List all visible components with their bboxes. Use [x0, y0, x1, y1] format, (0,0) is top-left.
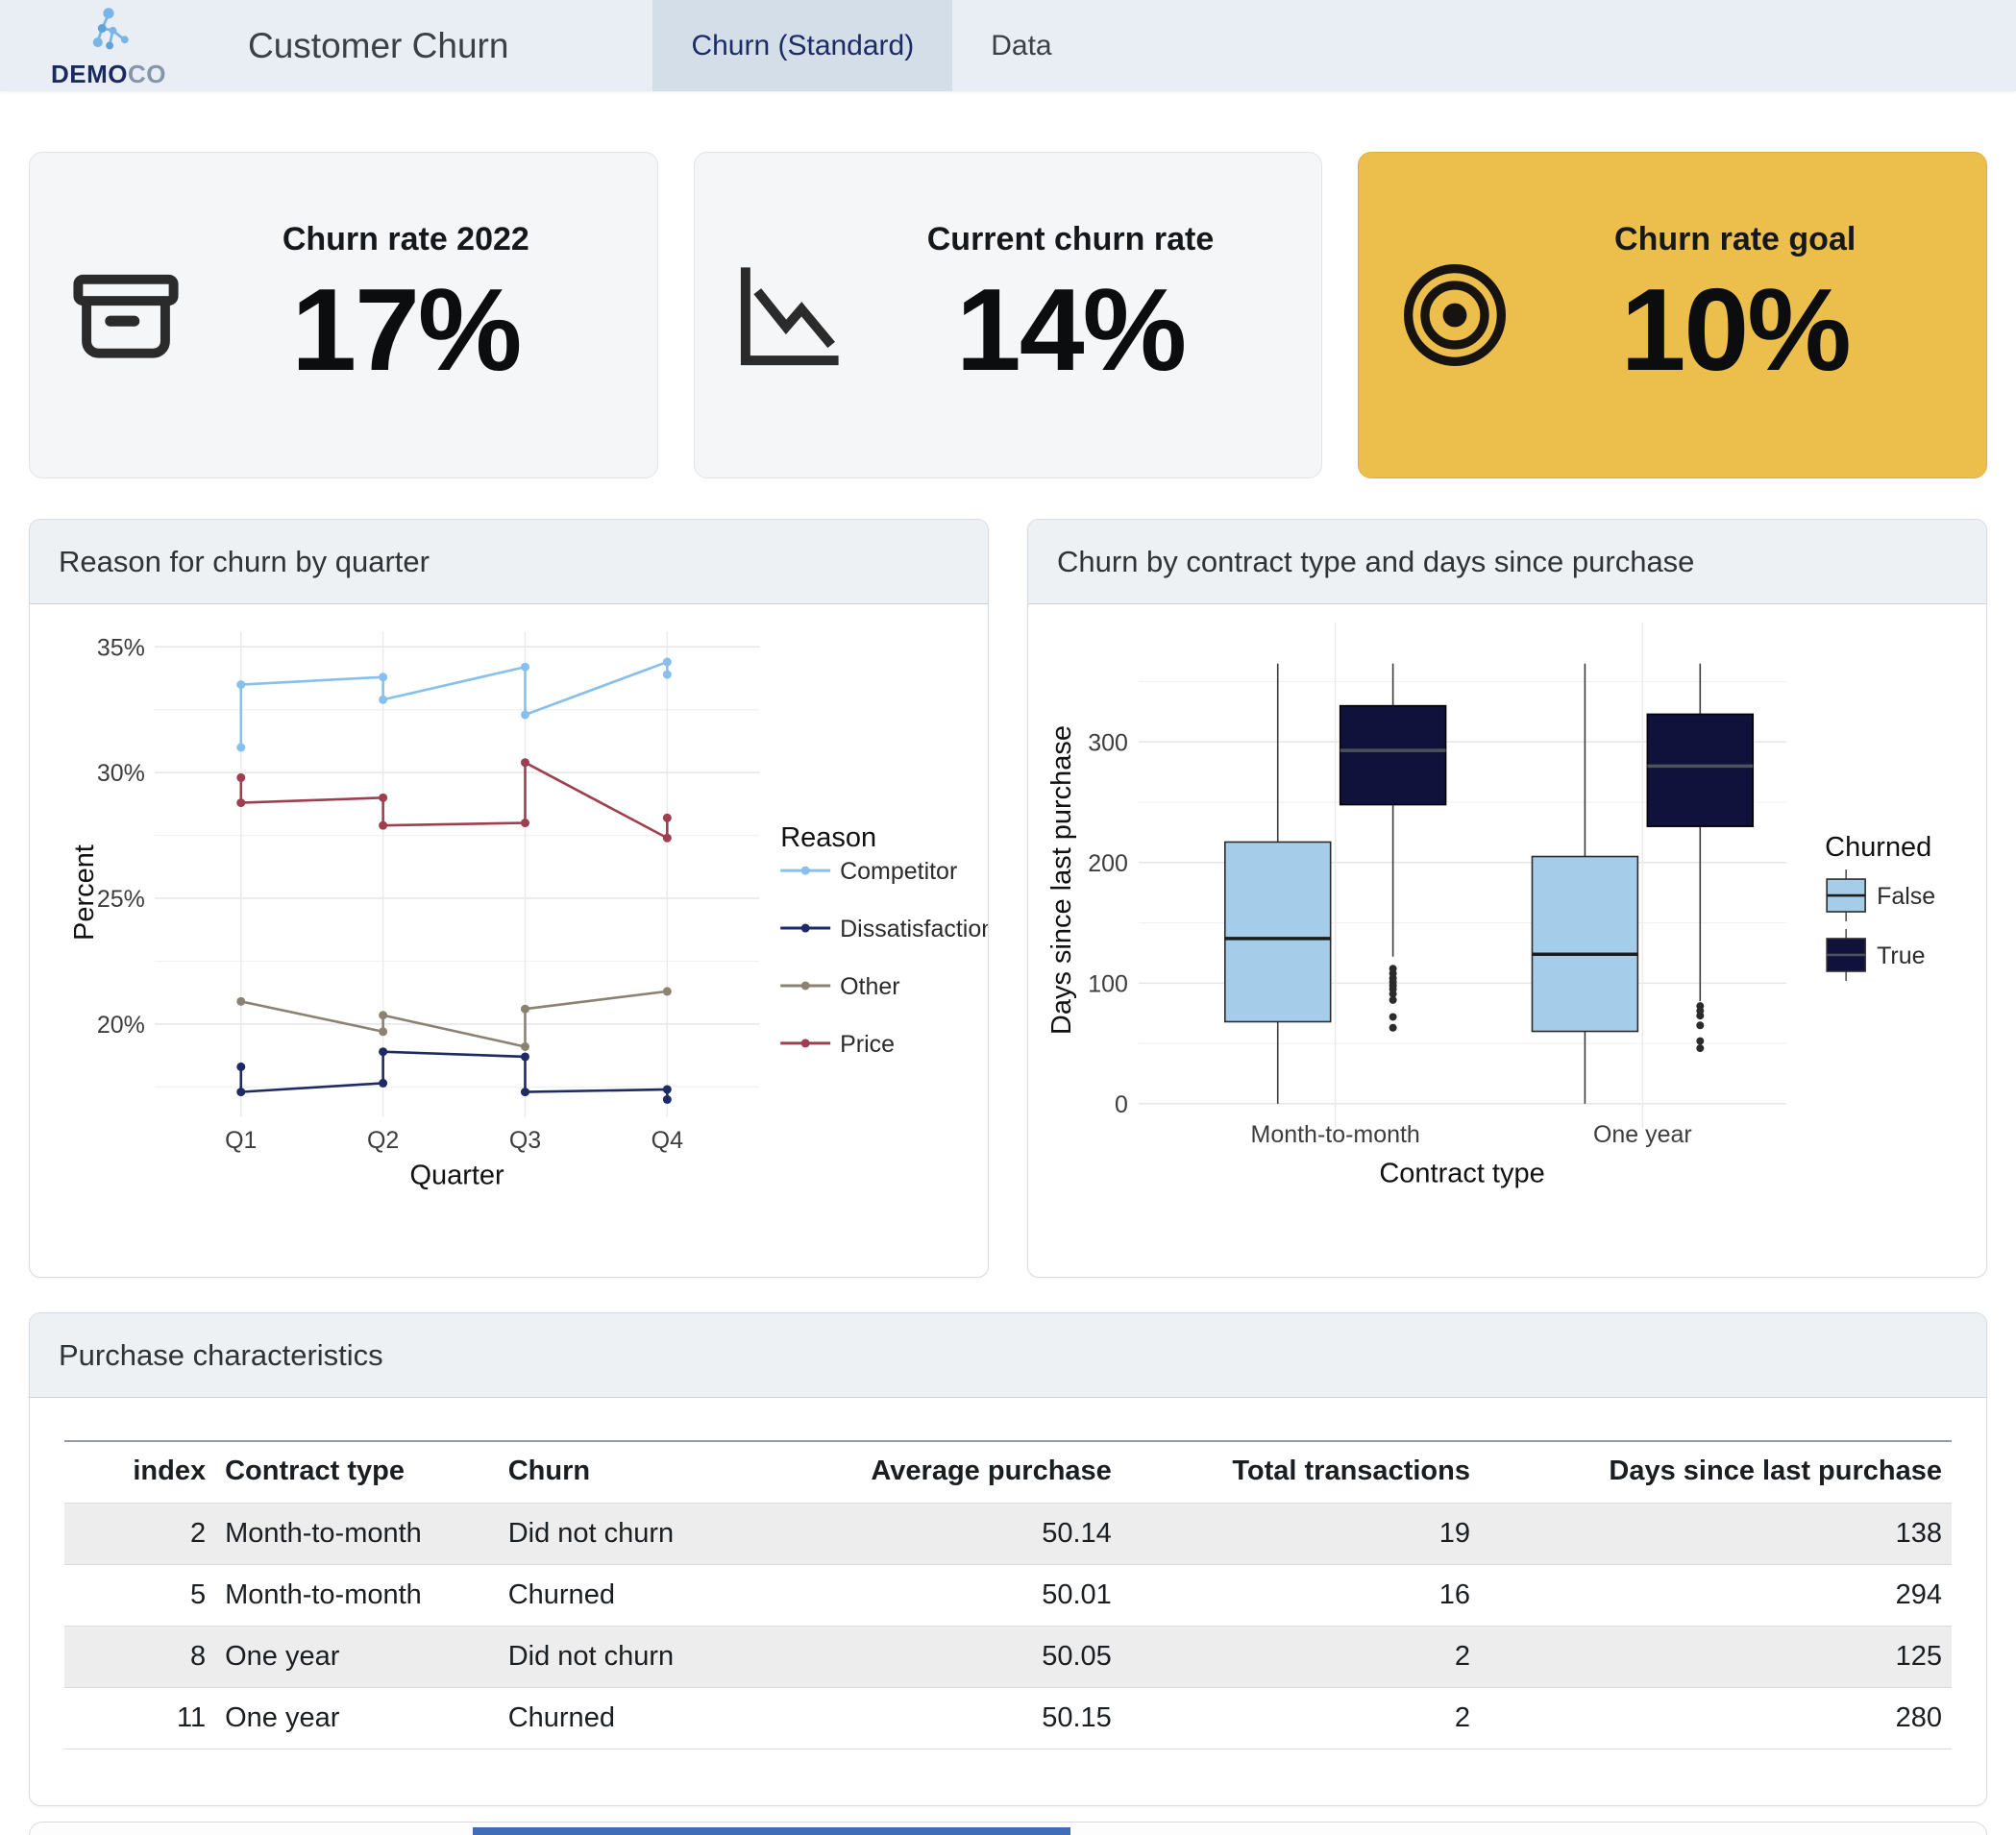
table-cell: 138 [1895, 1518, 1942, 1549]
table-cell: 2 [1454, 1641, 1470, 1672]
svg-text:300: 300 [1088, 729, 1128, 756]
table-cell: 294 [1895, 1579, 1942, 1610]
svg-text:25%: 25% [97, 886, 145, 913]
col-header-average-purchase: Average purchase [871, 1456, 1112, 1486]
table-cell: 16 [1438, 1579, 1470, 1610]
svg-text:100: 100 [1088, 970, 1128, 997]
panel-title: Churn by contract type and days since pu… [1028, 520, 1986, 604]
table-cell: 8 [189, 1641, 207, 1672]
kpi-card-current-churn-rate: Current churn rate 14% [693, 152, 1323, 478]
panel-title: Reason for churn by quarter [30, 520, 988, 604]
svg-text:Contract type: Contract type [1379, 1159, 1544, 1189]
table-cell: One year [225, 1641, 340, 1672]
svg-text:Price: Price [840, 1031, 895, 1058]
panel-churn-by-contract: Churn by contract type and days since pu… [1027, 519, 1987, 1278]
chart-down-icon [695, 256, 887, 375]
table-cell: 280 [1895, 1702, 1942, 1733]
svg-text:Q3: Q3 [509, 1127, 541, 1154]
kpi-label: Churn rate goal [1614, 221, 1856, 258]
kpi-row: Churn rate 2022 17% Current churn rate 1… [0, 152, 2016, 478]
table-cell: 50.01 [1042, 1579, 1112, 1610]
svg-text:Month-to-month: Month-to-month [1251, 1121, 1420, 1148]
bottom-accent-bar [473, 1827, 1070, 1835]
brand-logo: DEMOCO [27, 0, 190, 91]
kpi-label: Churn rate 2022 [282, 221, 529, 258]
table-cell: Churned [507, 1579, 615, 1610]
kpi-text: Churn rate goal 10% [1551, 221, 1986, 397]
svg-text:35%: 35% [97, 634, 145, 661]
tab-data[interactable]: Data [991, 29, 1052, 61]
svg-text:False: False [1877, 883, 1935, 910]
kpi-label: Current churn rate [926, 221, 1215, 258]
table-cell: 50.15 [1042, 1702, 1112, 1733]
table-cell: 5 [189, 1579, 207, 1610]
table-cell: Did not churn [507, 1641, 675, 1672]
col-header-contract-type: Contract type [225, 1456, 406, 1486]
table-cell: Churned [507, 1702, 615, 1733]
app-header: DEMOCO Customer Churn Churn (Standard) D… [0, 0, 2016, 91]
svg-text:Churned: Churned [1825, 832, 1931, 863]
svg-text:Other: Other [840, 973, 899, 1000]
table-cell: One year [225, 1702, 340, 1733]
brand-name: DEMOCO [51, 59, 166, 88]
box-chart-body: 0 100 200 300 Month-to-month One year Contract… [1028, 604, 1986, 1277]
table-cell: 2 [189, 1518, 207, 1549]
table-cell: Month-to-month [225, 1518, 422, 1549]
svg-text:True: True [1877, 942, 1925, 969]
table-row: 5 Month-to-month Churned 50.01 16 294 [64, 1564, 1952, 1627]
target-icon [1359, 256, 1551, 375]
line-chart-body: 20% 25% 30% 35% Q1 Q2 Q3 Q4 Quarter Percent Reason… [30, 604, 988, 1277]
svg-text:0: 0 [1115, 1091, 1128, 1118]
svg-text:Q4: Q4 [652, 1127, 683, 1154]
panel-reason-for-churn: Reason for churn by quarter 20% 25% 30% 35%… [29, 519, 989, 1278]
kpi-text: Current churn rate 14% [887, 221, 1322, 397]
svg-text:Dissatisfaction: Dissatisfaction [840, 916, 988, 942]
kpi-value: 14% [955, 264, 1187, 396]
kpi-card-churn-rate-goal: Churn rate goal 10% [1358, 152, 1988, 478]
kpi-text: Churn rate 2022 17% [222, 221, 657, 397]
panel-title: Purchase characteristics [30, 1313, 1986, 1398]
svg-text:30%: 30% [97, 760, 145, 787]
svg-text:20%: 20% [97, 1012, 145, 1039]
col-header-total-transactions: Total transactions [1232, 1456, 1470, 1486]
table-cell: 50.14 [1042, 1518, 1112, 1549]
nav-tabs: Churn (Standard) Data [652, 0, 1090, 91]
svg-text:Q1: Q1 [225, 1127, 257, 1154]
tab-churn-standard[interactable]: Churn (Standard) [652, 0, 953, 91]
svg-text:Quarter: Quarter [409, 1161, 504, 1191]
svg-text:Reason: Reason [780, 822, 876, 853]
kpi-value: 10% [1620, 264, 1852, 396]
page-title: Customer Churn [248, 25, 509, 65]
table-row: 2 Month-to-month Did not churn 50.14 19 … [64, 1503, 1952, 1565]
table-wrap: index Contract type Churn Average purcha… [30, 1398, 1986, 1749]
svg-text:Percent: Percent [69, 844, 100, 941]
col-header-days-since-last-purchase: Days since last purchase [1609, 1456, 1942, 1486]
table-header-row: index Contract type Churn Average purcha… [64, 1441, 1952, 1504]
col-header-index: index [133, 1456, 207, 1486]
svg-text:Q2: Q2 [367, 1127, 399, 1154]
svg-text:One year: One year [1593, 1121, 1692, 1148]
molecule-logo-icon [92, 7, 129, 49]
table-cell: 50.05 [1042, 1641, 1112, 1672]
table-row: 11 One year Churned 50.15 2 280 [64, 1687, 1952, 1749]
col-header-churn: Churn [507, 1456, 591, 1486]
table-cell: 19 [1438, 1518, 1470, 1549]
kpi-card-churn-rate-2022: Churn rate 2022 17% [29, 152, 658, 478]
reason-line-chart: 20% 25% 30% 35% Q1 Q2 Q3 Q4 Quarter Percent Reason… [69, 631, 988, 1191]
table-cell: 125 [1895, 1641, 1942, 1672]
archive-box-icon [30, 256, 222, 375]
purchase-table: index Contract type Churn Average purcha… [64, 1440, 1952, 1749]
svg-text:200: 200 [1088, 850, 1128, 877]
kpi-value: 17% [291, 264, 522, 396]
charts-row: Reason for churn by quarter 20% 25% 30% 35%… [0, 519, 2016, 1278]
table-cell: 2 [1454, 1702, 1470, 1733]
table-cell: Did not churn [507, 1518, 675, 1549]
svg-text:Competitor: Competitor [840, 858, 957, 885]
table-cell: 11 [177, 1702, 207, 1733]
contract-boxplot-chart: 0 100 200 300 Month-to-month One year Contract… [1046, 622, 1935, 1189]
table-row: 8 One year Did not churn 50.05 2 125 [64, 1626, 1952, 1688]
table-cell: Month-to-month [225, 1579, 422, 1610]
svg-text:Days since last purchase: Days since last purchase [1046, 725, 1077, 1035]
panel-purchase-characteristics: Purchase characteristics index Contract … [29, 1312, 1987, 1806]
